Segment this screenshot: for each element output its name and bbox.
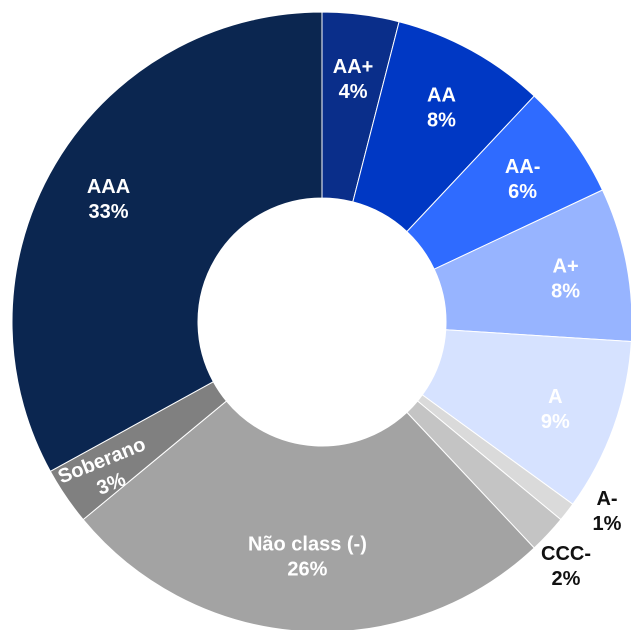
slice-nao-class	[82, 400, 535, 630]
category-label: A+	[553, 256, 579, 278]
value-label: 8%	[551, 281, 580, 303]
category-label: AA	[427, 85, 456, 107]
label-nao-class: Não class (-) 26%	[248, 534, 367, 581]
value-label: 2%	[552, 568, 581, 590]
category-label: Não class (-)	[248, 534, 367, 556]
label-a: A 9%	[541, 386, 570, 433]
label-aa: AA- 6%	[505, 156, 541, 203]
category-label: A	[548, 386, 562, 408]
label-a: A- 1%	[593, 488, 622, 535]
value-label: 1%	[593, 513, 622, 535]
category-label: AAA	[87, 176, 130, 198]
category-label: AA+	[333, 56, 374, 78]
value-label: 26%	[287, 559, 327, 581]
value-label: 6%	[508, 181, 537, 203]
category-label: CCC-	[541, 543, 591, 565]
value-label: 33%	[89, 201, 129, 223]
value-label: 4%	[339, 81, 368, 103]
slice-a-plus	[433, 189, 631, 342]
labels-group: AA+ 4% AA 8% AA- 6% A+ 8% A 9% A- 1%CCC- 2% Não class…	[55, 56, 622, 590]
label-a-plus: A+ 8%	[551, 256, 580, 303]
label-aa-plus: AA+ 4%	[333, 56, 374, 103]
category-label: AA-	[505, 156, 541, 178]
label-aaa: AAA 33%	[87, 176, 130, 223]
value-label: 9%	[541, 411, 570, 433]
label-aa: AA 8%	[427, 85, 456, 132]
slice-aaa	[11, 11, 323, 473]
category-label: A-	[596, 488, 617, 510]
slices-group	[11, 11, 631, 630]
label-ccc: CCC- 2%	[541, 543, 591, 590]
value-label: 8%	[427, 110, 456, 132]
